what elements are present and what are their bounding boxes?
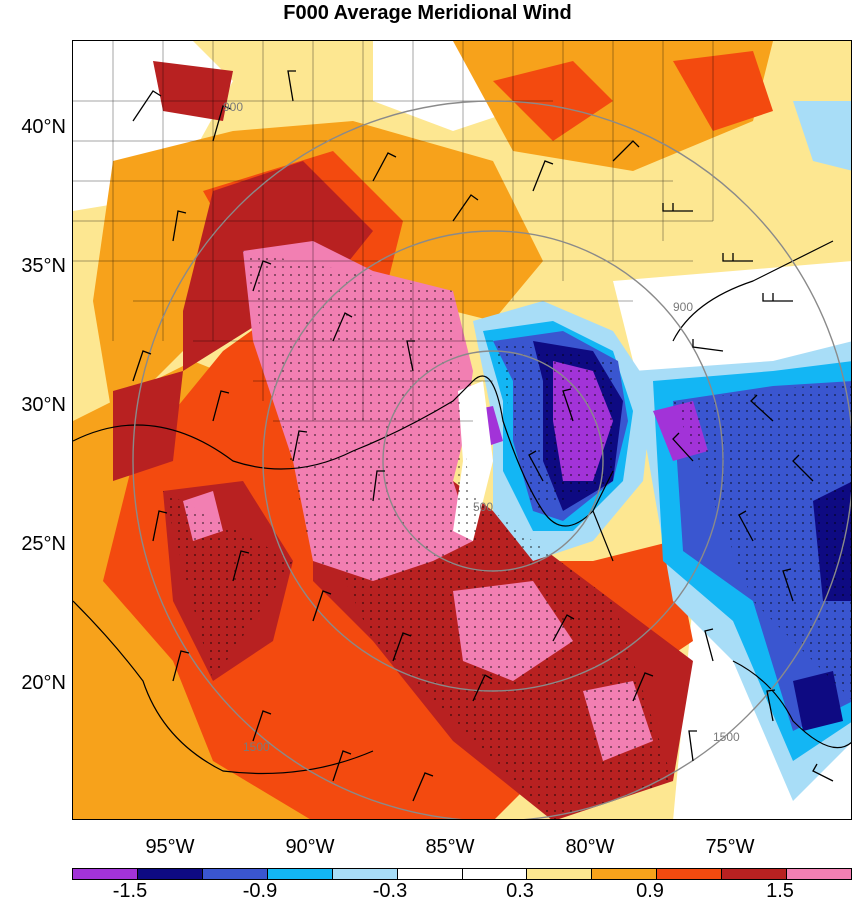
- colorbar-swatch: [722, 869, 788, 879]
- colorbar-swatch: [73, 869, 138, 879]
- ring-label: 500: [473, 500, 493, 514]
- colorbar-swatch: [137, 869, 203, 879]
- range-ring-labels: 900 1500 500 900 1500: [223, 100, 740, 754]
- lon-label-85w: 85°W: [425, 836, 475, 858]
- colorbar-swatch: [332, 869, 398, 879]
- colorbar-label: -0.9: [242, 880, 278, 902]
- ring-label: 900: [673, 300, 693, 314]
- lon-label-95w: 95°W: [145, 836, 195, 858]
- field-navy-se: [793, 671, 843, 731]
- map-panel: 900 1500 500 900 1500: [72, 40, 852, 820]
- colorbar-label: 0.9: [636, 880, 664, 902]
- map-title: F000 Average Meridional Wind: [283, 2, 572, 24]
- colorbar-swatch: [527, 869, 593, 879]
- colorbar: [72, 868, 852, 880]
- colorbar-label: 0.3: [506, 880, 534, 902]
- ring-label: 1500: [243, 740, 270, 754]
- colorbar-swatch: [657, 869, 723, 879]
- significance-stipple: [163, 251, 851, 819]
- colorbar-label: 1.5: [766, 880, 794, 902]
- ring-label: 900: [223, 100, 243, 114]
- colorbar-swatch: [267, 869, 333, 879]
- colorbar-swatch: [787, 869, 852, 879]
- colorbar-swatch: [592, 869, 658, 879]
- lon-label-75w: 75°W: [705, 836, 755, 858]
- ring-label: 1500: [713, 730, 740, 744]
- colorbar-label: -0.3: [372, 880, 408, 902]
- lat-label-40n: 40°N: [21, 116, 66, 138]
- lat-label-20n: 20°N: [21, 672, 66, 694]
- colorbar-swatch: [462, 869, 528, 879]
- colorbar-label: -1.5: [112, 880, 148, 902]
- meridional-wind-field: 900 1500 500 900 1500: [73, 41, 851, 819]
- field-redorange-ne: [673, 51, 773, 131]
- colorbar-swatch: [397, 869, 463, 879]
- wind-barbs: [132, 70, 834, 802]
- range-rings: [132, 100, 851, 819]
- colorbar-swatch: [202, 869, 268, 879]
- lat-label-35n: 35°N: [21, 255, 66, 277]
- lat-label-30n: 30°N: [21, 394, 66, 416]
- lon-label-90w: 90°W: [285, 836, 335, 858]
- lat-label-25n: 25°N: [21, 533, 66, 555]
- lon-label-80w: 80°W: [565, 836, 615, 858]
- field-lightblue-ne: [793, 101, 851, 171]
